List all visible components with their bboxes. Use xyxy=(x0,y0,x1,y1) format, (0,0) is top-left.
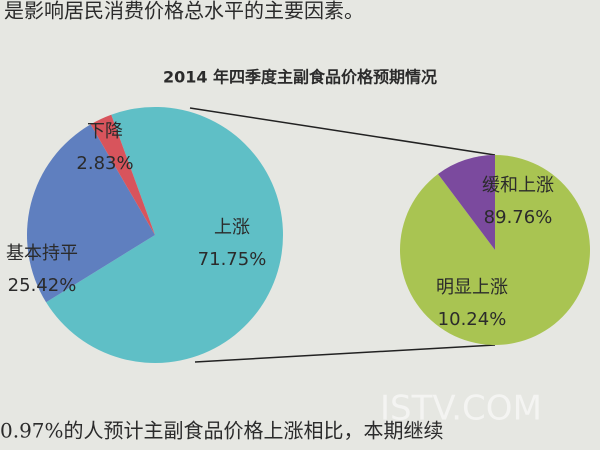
pie-slice xyxy=(27,124,155,303)
value-label: 10.24% xyxy=(438,309,507,330)
pie-slice xyxy=(90,114,155,235)
slice-label: 下降 xyxy=(87,121,123,142)
pie-slice xyxy=(399,155,590,345)
pie-slice xyxy=(46,107,283,364)
slice-label: 基本持平 xyxy=(6,243,78,264)
pie-slice xyxy=(438,155,495,250)
plot: 上涨 71.75% 基本持平 25.42% 下降 2.83% 缓和上涨 89.76% 明显上涨 1… xyxy=(6,107,590,364)
footer-text: 0.97%的人预计主副食品价格上涨相比，本期继续 xyxy=(0,419,444,443)
value-label: 71.75% xyxy=(198,249,267,270)
header-text: 是影响居民消费价格总水平的主要因素。 xyxy=(4,0,364,23)
connector-line xyxy=(189,107,496,156)
value-label: 25.42% xyxy=(8,275,77,296)
value-label: 2.83% xyxy=(76,153,133,174)
watermark: ISTV.COM xyxy=(380,389,542,429)
connector-line xyxy=(194,344,496,363)
slice-label: 明显上涨 xyxy=(436,277,508,298)
slice-label: 缓和上涨 xyxy=(482,175,554,196)
slice-label: 上涨 xyxy=(214,217,250,238)
chart-title: 2014 年四季度主副食品价格预期情况 xyxy=(163,68,437,87)
value-label: 89.76% xyxy=(484,207,553,228)
